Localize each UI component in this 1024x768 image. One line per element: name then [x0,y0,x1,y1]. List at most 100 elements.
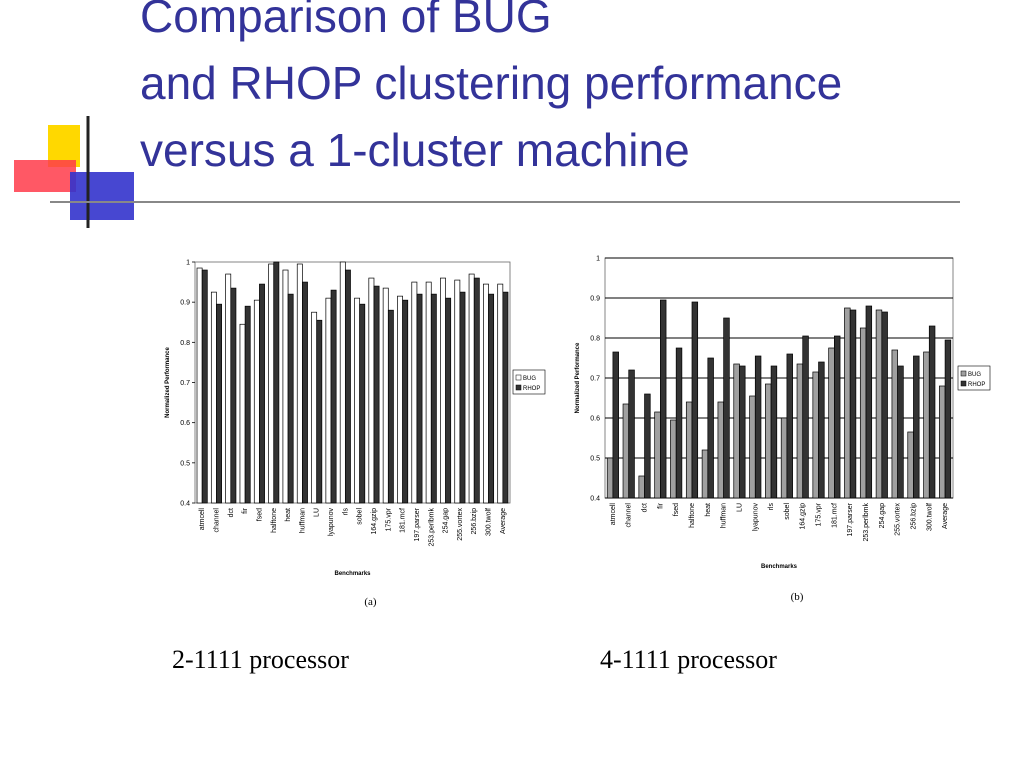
deco-red [14,160,76,192]
bar [739,365,746,499]
bar [344,269,351,504]
deco-blue [70,172,134,220]
x-tick-label: 197.parser [847,502,854,536]
y-tick-label: 0.4 [590,496,600,503]
bar [273,261,280,504]
x-tick-label: 254.gap [879,503,886,528]
y-tick-label: 0.9 [180,300,190,307]
y-tick-label: 0.6 [180,420,190,427]
bar [402,299,409,504]
bar [330,289,337,504]
bar [786,353,793,499]
x-tick-label: 175.vpr [816,502,823,526]
bar [387,309,394,504]
bar [473,277,480,504]
y-tick-label: 0.6 [590,416,600,423]
y-tick-label: 1 [596,256,600,263]
x-tick-label: 175.vpr [385,507,392,531]
bar [654,411,661,499]
legend-swatch [515,384,522,391]
bar [287,293,294,504]
bar [670,419,677,499]
legend-swatch [960,380,967,387]
bar [316,319,323,504]
bar [622,403,630,499]
y-tick-label: 0.7 [180,380,190,387]
y-tick-label: 0.9 [590,296,600,303]
x-tick-label: 181.mcf [400,508,407,533]
x-axis-label: Benchmarks [334,571,371,577]
bar [497,283,504,504]
y-axis-label: Normalized Performance [575,342,581,413]
x-tick-label: huffman [299,508,306,533]
x-tick-label: 254.gap [443,508,450,533]
chart-label: (a) [364,596,377,608]
bar [865,305,873,499]
x-tick-label: halftone [271,508,278,533]
chart-label: (b) [791,591,804,603]
x-tick-label: 300.twolf [486,508,493,536]
caption: 2-1111 processor [172,645,349,674]
x-tick-label: sobel [784,503,791,520]
x-tick-label: halftone [689,503,696,528]
y-tick-label: 0.8 [590,336,600,343]
bar [244,305,251,504]
y-tick-label: 1 [186,260,190,267]
bar [253,299,260,504]
y-tick-label: 0.5 [590,456,600,463]
bar [368,277,375,504]
x-tick-label: 253.perlbmk [428,508,435,547]
bar [459,291,466,504]
bar [891,349,898,499]
x-tick-label: 253.perlbmk [863,503,870,542]
bar [488,293,495,504]
bar [359,303,366,504]
bar [628,369,635,499]
x-tick-label: channel [213,508,220,533]
slide-title: Comparison of BUG and RHOP clustering per… [140,0,842,176]
bar [834,335,841,499]
bar [239,323,246,504]
x-tick-label: LU [314,508,321,517]
bar [425,281,432,504]
bar [644,393,651,499]
legend-label: BUG [968,372,981,378]
bar [259,283,265,504]
bar [754,355,762,499]
bar [717,401,724,499]
bar [210,291,217,504]
bar [812,371,819,499]
bar [770,365,778,499]
bar [897,365,904,499]
y-tick-label: 0.4 [180,501,190,508]
x-tick-label: fir [242,507,249,514]
bar [707,357,714,499]
bar [296,263,303,504]
x-tick-label: 300.twolf [926,503,933,531]
bar [373,285,380,504]
bar [701,449,709,499]
bar [828,347,835,499]
x-tick-label: lyapunov [328,508,335,537]
bar [416,293,423,504]
caption: 4-1111 processor [600,645,777,674]
x-tick-label: channel [626,503,633,528]
bar [430,293,437,504]
bar [818,361,825,499]
bar [454,279,461,504]
bar [691,301,699,499]
bar [354,297,361,504]
y-tick-label: 0.5 [180,460,190,467]
bar [844,307,851,499]
x-tick-label: 197.parser [414,507,421,541]
bar [923,351,930,499]
y-tick-label: 0.8 [180,340,190,347]
x-tick-label: dct [228,508,235,517]
bar [907,431,914,499]
bar [780,417,788,499]
bar [765,383,772,499]
bar [483,283,489,504]
bar [216,303,222,504]
